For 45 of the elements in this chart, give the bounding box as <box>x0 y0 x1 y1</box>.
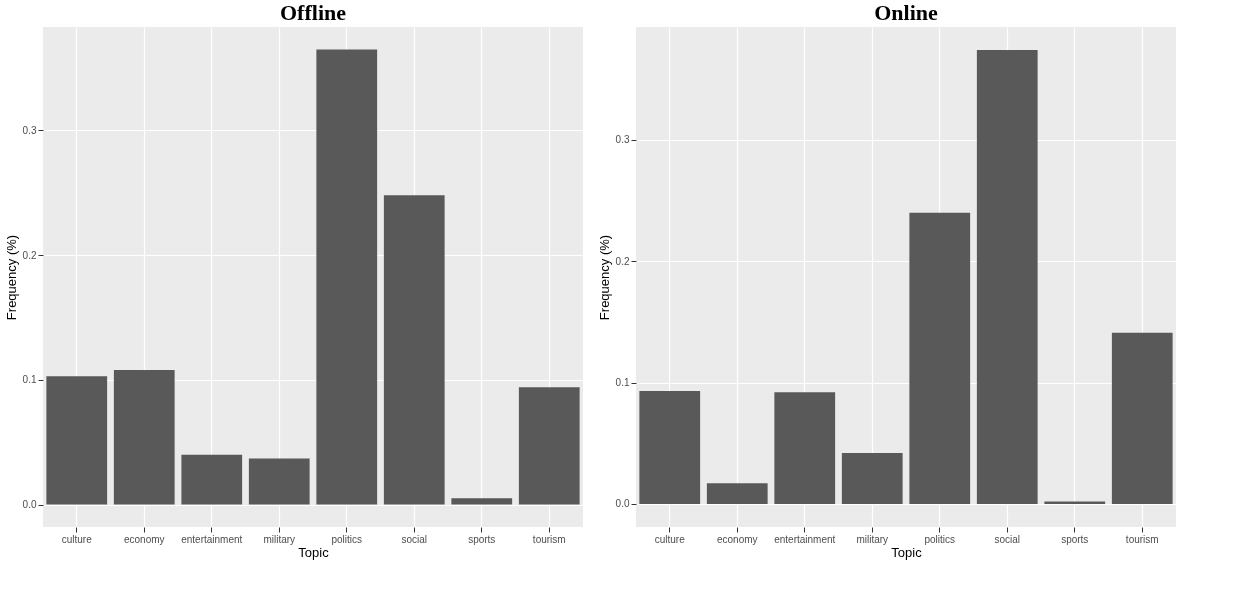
x-axis-title: Topic <box>891 544 923 560</box>
bar <box>976 50 1038 504</box>
bar <box>1111 332 1173 504</box>
chart-title: Offline <box>280 0 347 25</box>
x-tick-label: culture <box>654 533 686 545</box>
x-tick-label: entertainment <box>774 533 836 545</box>
y-tick-label: 0.2 <box>615 255 630 267</box>
y-tick-label: 0.0 <box>615 498 630 510</box>
x-tick-label: economy <box>716 533 758 545</box>
bar <box>909 212 971 504</box>
y-tick-label: 0.1 <box>22 374 37 386</box>
bar <box>316 49 378 505</box>
x-tick-label: economy <box>123 533 165 545</box>
x-tick-label: tourism <box>1125 533 1159 545</box>
y-tick-label: 0.3 <box>615 134 630 146</box>
y-axis-title: Frequency (%) <box>596 234 612 321</box>
bar <box>46 376 108 505</box>
chart-title: Online <box>874 0 939 25</box>
x-axis-title: Topic <box>298 544 330 560</box>
x-tick-label: culture <box>61 533 93 545</box>
x-tick-label: politics <box>331 533 363 545</box>
y-tick-label: 0.1 <box>615 377 630 389</box>
x-tick-label: social <box>401 533 428 545</box>
bar <box>639 391 701 504</box>
y-tick-label: 0.2 <box>22 249 37 261</box>
x-tick-label: sports <box>468 533 496 545</box>
y-axis-title: Frequency (%) <box>3 234 19 321</box>
x-tick-label: military <box>263 533 296 545</box>
x-tick-label: tourism <box>532 533 566 545</box>
bar <box>518 387 580 505</box>
x-tick-label: social <box>994 533 1021 545</box>
bar <box>774 392 836 504</box>
bar <box>451 498 513 505</box>
bar <box>248 458 310 505</box>
bar <box>706 483 768 504</box>
x-tick-label: sports <box>1061 533 1089 545</box>
y-tick-label: 0.3 <box>22 124 37 136</box>
x-tick-label: military <box>856 533 889 545</box>
bar <box>181 454 243 505</box>
bar <box>841 452 903 504</box>
bar <box>113 369 175 505</box>
bar <box>383 195 445 505</box>
x-tick-label: politics <box>924 533 956 545</box>
y-tick-label: 0.0 <box>22 499 37 511</box>
x-tick-label: entertainment <box>181 533 243 545</box>
